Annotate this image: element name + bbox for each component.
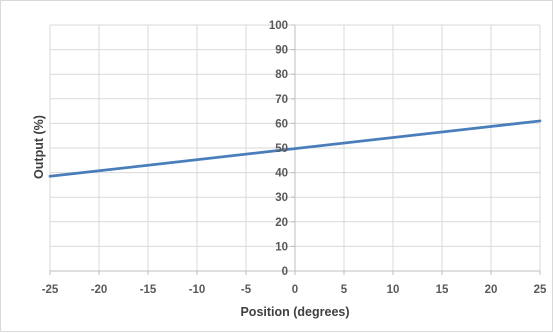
y-axis-title: Output (%): [32, 115, 46, 179]
series-layer: [48, 119, 542, 178]
y-tick-label-3: 30: [275, 192, 288, 204]
x-tick-label-10: 25: [534, 284, 547, 296]
y-tick-label-7: 70: [275, 94, 288, 106]
x-tick-label-9: 20: [485, 284, 498, 296]
y-tick-label-2: 20: [275, 217, 288, 229]
x-tick-label-8: 15: [436, 284, 449, 296]
x-tick-label-6: 5: [341, 284, 348, 296]
x-tick-label-2: -15: [140, 284, 157, 296]
x-tick-labels: -25 -20 -15 -10 -5 0 5 10 15 20 25: [42, 284, 547, 296]
x-tick-label-3: -10: [189, 284, 206, 296]
y-tick-label-0: 0: [282, 266, 288, 278]
y-tick-label-10: 100: [269, 20, 288, 32]
series-line-0: [48, 119, 542, 178]
y-tick-label-1: 10: [275, 241, 288, 253]
x-tick-label-7: 10: [387, 284, 400, 296]
x-tick-label-5: 0: [292, 284, 298, 296]
y-tick-labels: 0 10 20 30 40 50 60 70 80 90 100: [269, 20, 288, 278]
x-axis-title: Position (degrees): [240, 305, 349, 319]
x-tick-label-1: -20: [91, 284, 108, 296]
y-tick-label-6: 60: [275, 118, 288, 130]
x-tick-label-4: -5: [241, 284, 252, 296]
axes: [49, 24, 541, 275]
y-tick-label-9: 90: [275, 45, 288, 57]
y-tick-label-4: 40: [275, 168, 288, 180]
x-tick-label-0: -25: [42, 284, 59, 296]
y-tick-label-5: 50: [275, 143, 288, 155]
y-tick-label-8: 80: [275, 69, 288, 81]
